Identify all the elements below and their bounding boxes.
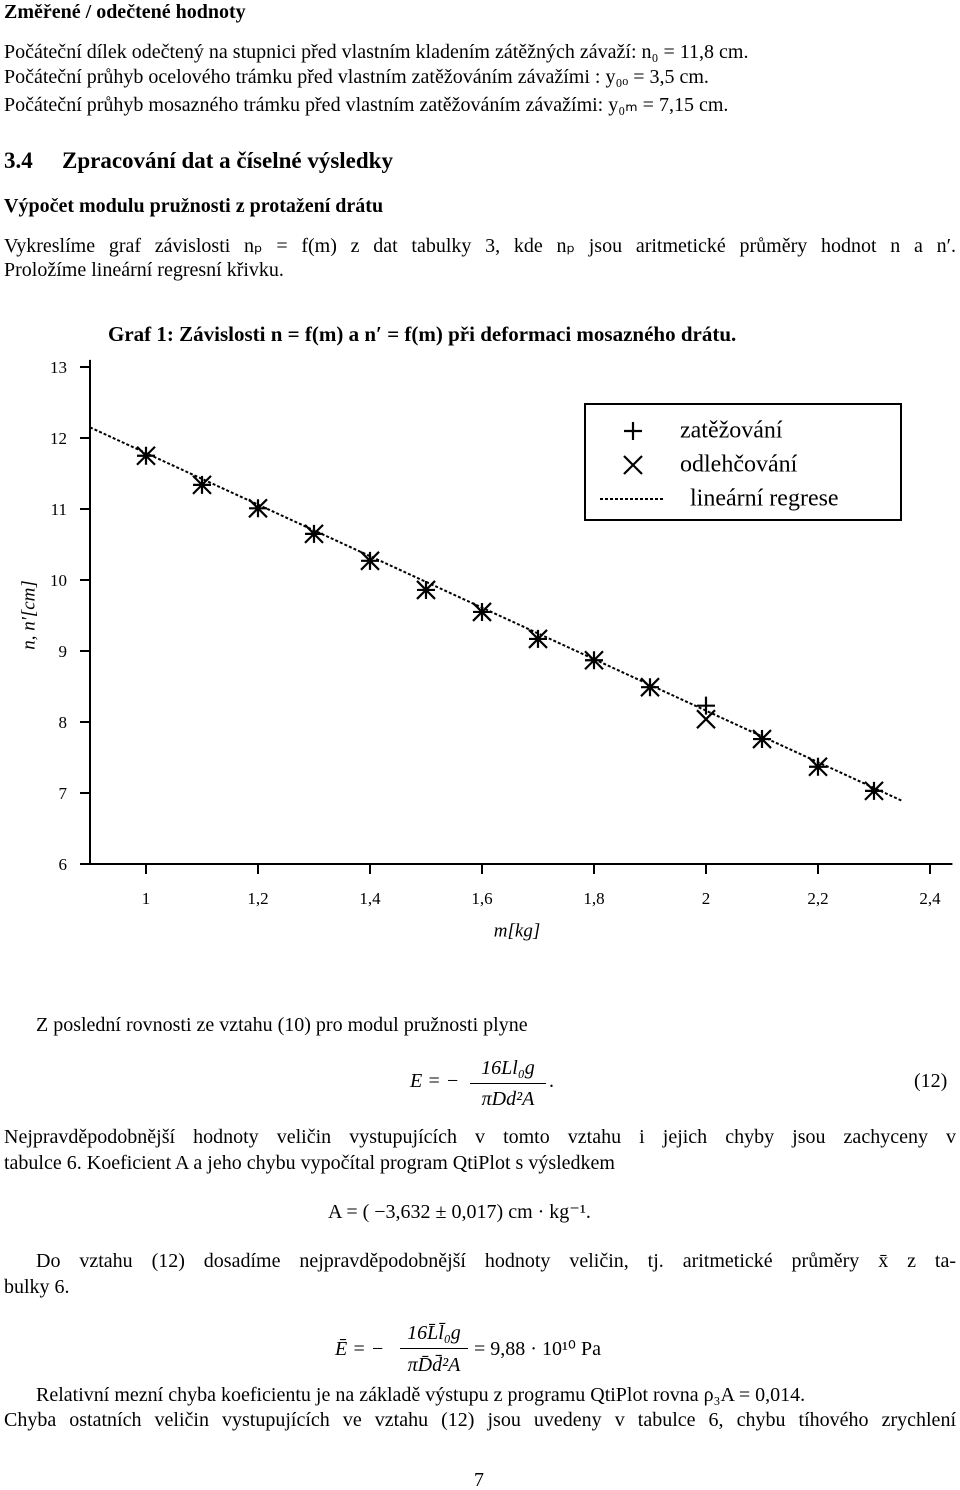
page-number: 7 xyxy=(474,1469,484,1490)
text-line: Počáteční průhyb ocelového trámku před v… xyxy=(4,66,709,88)
x-tick-label: 1,4 xyxy=(359,889,381,908)
cross-marker xyxy=(192,475,212,495)
text-line: Chyba ostatních veličin vystupujících ve… xyxy=(4,1409,956,1431)
cross-marker xyxy=(808,756,828,777)
legend-marker xyxy=(624,422,642,440)
text-line: Nejpravděpodobnější hodnoty veličin vyst… xyxy=(4,1126,956,1148)
chart-title: Graf 1: Závislosti n = f(m) a n′ = f(m) … xyxy=(108,322,736,346)
legend-box xyxy=(584,403,902,521)
legend-label: odlehčování xyxy=(680,452,798,478)
equation-lhs: E = − xyxy=(410,1070,460,1092)
equation-rhs: = 9,88 · 10¹⁰ Pa xyxy=(474,1338,601,1360)
subsection: Výpočet modulu pružnosti z protažení drá… xyxy=(4,195,384,217)
plus-marker xyxy=(697,696,715,715)
text-line: bulky 6. xyxy=(4,1276,70,1298)
heading: Změřené / odečtené hodnoty xyxy=(4,1,246,23)
cross-marker xyxy=(528,629,548,649)
equation-denominator: πDd²A xyxy=(481,1088,535,1110)
equation-numerator: 16Ll₀g xyxy=(481,1057,535,1079)
text-line: Počáteční průhyb mosazného trámku před v… xyxy=(4,94,729,116)
legend-label: zatěžování xyxy=(680,418,783,444)
equation-numerator: 16L̄l̄₀g xyxy=(407,1322,461,1344)
cross-marker xyxy=(360,551,380,571)
equation-number: (12) xyxy=(914,1070,948,1092)
cross-marker xyxy=(136,445,156,466)
equation-end: . xyxy=(549,1070,554,1092)
x-tick-label: 1,2 xyxy=(247,889,268,908)
y-tick-label: 13 xyxy=(50,358,67,377)
text-line: Počáteční dílek odečtený na stupnici pře… xyxy=(4,41,749,63)
y-tick-label: 12 xyxy=(50,429,67,448)
legend-label: lineární regrese xyxy=(690,486,839,512)
text-line: Z poslední rovnosti ze vztahu (10) pro m… xyxy=(36,1014,528,1036)
text-line: Do vztahu (12) dosadíme nejpravděpodobně… xyxy=(36,1250,956,1272)
text-line: tabulce 6. Koeficient A a jeho chybu vyp… xyxy=(4,1152,615,1174)
section-number: 3.4 xyxy=(4,148,33,173)
x-tick-label: 1,8 xyxy=(583,889,604,908)
equation-lhs: Ē = − xyxy=(335,1338,385,1360)
cross-marker xyxy=(640,677,660,697)
y-tick-label: 11 xyxy=(51,500,67,519)
cross-marker xyxy=(248,498,268,519)
equation-denominator: πD̄d̄²A xyxy=(407,1354,461,1376)
x-tick-label: 2,4 xyxy=(919,889,941,908)
y-tick-label: 10 xyxy=(50,571,67,590)
x-tick-label: 1,6 xyxy=(471,889,492,908)
section-title: Zpracování dat a číselné výsledky xyxy=(62,148,393,173)
text-line: Vykreslíme graf závislosti nₚ = f(m) z d… xyxy=(4,235,956,257)
regression-line xyxy=(89,426,903,802)
x-tick-label: 2,2 xyxy=(807,889,828,908)
y-tick-label: 6 xyxy=(59,855,68,874)
fraction-bar xyxy=(400,1348,468,1349)
y-tick-label: 7 xyxy=(59,784,68,803)
y-tick-label: 9 xyxy=(59,642,68,661)
text-line: Proložíme lineární regresní křivku. xyxy=(4,259,284,281)
y-axis-label: n, n′[cm] xyxy=(18,580,39,650)
result: A = ( −3,632 ± 0,017) cm · kg⁻¹. xyxy=(328,1201,591,1223)
x-tick-label: 1 xyxy=(142,889,151,908)
y-tick-label: 8 xyxy=(59,713,68,732)
legend-marker xyxy=(623,455,643,475)
fraction-bar xyxy=(470,1083,546,1084)
x-axis-label: m[kg] xyxy=(494,920,540,941)
text-line: Relativní mezní chyba koeficientu je na … xyxy=(36,1384,806,1406)
cross-marker xyxy=(696,709,716,729)
x-tick-label: 2 xyxy=(702,889,711,908)
